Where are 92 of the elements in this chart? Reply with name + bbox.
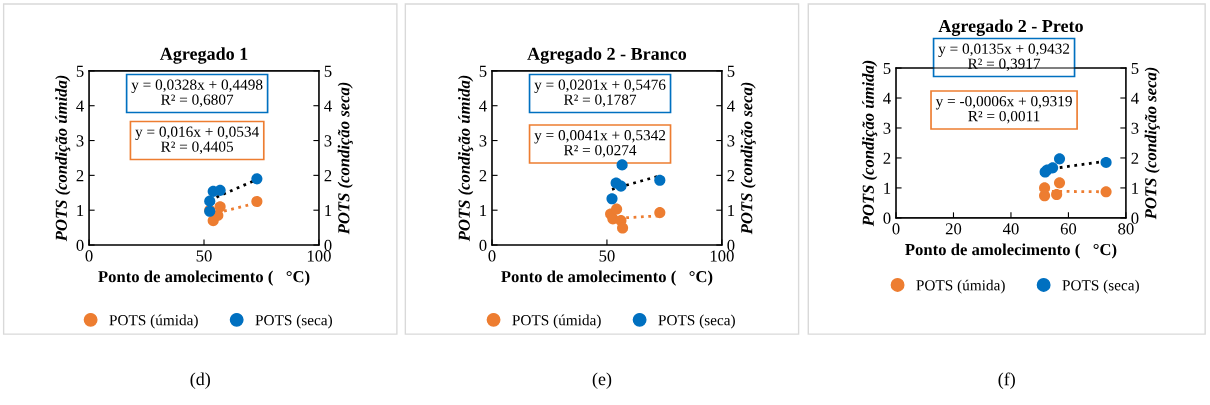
x-tick-label: 0 (488, 250, 496, 262)
x-tick-label: 100 (307, 250, 331, 262)
legend-label: POTS (seca) (255, 314, 332, 329)
y2-tick-label: 5 (727, 65, 735, 77)
x-tick-label: 20 (945, 223, 962, 235)
y-tick-label: 3 (76, 135, 84, 147)
point (1051, 188, 1063, 201)
y-tick-label: 3 (883, 122, 891, 134)
point (1039, 190, 1051, 202)
annotation: y = 0,016x + 0,0534 R² = 0,4405 (135, 126, 259, 155)
point (615, 180, 627, 192)
point (251, 195, 263, 208)
x-tick-label: 50 (196, 250, 212, 262)
chart-title: Agregado 1 (159, 47, 248, 64)
y2-tick-label: 3 (1131, 122, 1139, 134)
y2-axis-title: POTS (condição seca) (740, 82, 756, 235)
y-tick-label: 5 (76, 65, 84, 77)
y2-axis-title: POTS (condição seca) (337, 82, 353, 235)
y2-tick-label: 4 (1131, 92, 1139, 104)
chart-title: Agregado 2 - Branco (527, 47, 687, 64)
point (654, 207, 666, 219)
text: (d) (190, 372, 210, 389)
x-axis-title: Ponto de amolecimento ( °C) (501, 270, 713, 286)
y-tick-label: 0 (479, 239, 487, 251)
y-tick-label: 2 (76, 170, 84, 182)
annotation: y = 0,0328x + 0,4498 R² = 0,6807 (131, 79, 263, 107)
x-tick-label: 100 (710, 250, 734, 262)
y2-tick-label: 5 (324, 65, 332, 77)
y-tick-label: 3 (479, 135, 487, 147)
legend-label: POTS (úmida) (916, 279, 1005, 294)
point (1047, 162, 1059, 174)
point (214, 201, 226, 213)
point (606, 193, 618, 205)
x-tick-label: 0 (85, 250, 93, 262)
y2-tick-label: 0 (1131, 212, 1139, 224)
y-tick-label: 1 (77, 204, 84, 216)
y2-tick-label: 2 (727, 170, 735, 182)
y2-tick-label: 3 (324, 135, 332, 147)
point (1053, 177, 1066, 189)
y-tick-label: 4 (76, 100, 84, 112)
point (1100, 156, 1112, 168)
annotation: y = 0,0041x + 0,5342 R² = 0,0274 (534, 130, 666, 158)
y2-tick-label: 1 (325, 204, 332, 216)
point (611, 203, 623, 215)
y-tick-label: 4 (883, 92, 891, 104)
annotation: y = 0,0201x + 0,5476 R² = 0,1787 (534, 79, 666, 107)
annotation: y = 0,0135x + 0,9432 R² = 0,3917 (938, 43, 1070, 72)
point (1100, 186, 1112, 198)
x-axis-title: Ponto de amolecimento ( °C) (905, 243, 1117, 259)
point (251, 173, 263, 185)
y2-tick-label: 2 (1131, 152, 1139, 164)
text: (e) (592, 372, 612, 389)
point (1053, 153, 1066, 165)
x-tick-label: 60 (1060, 223, 1077, 235)
y-tick-label: 4 (479, 100, 487, 112)
y-tick-label: 5 (883, 62, 891, 74)
point (617, 222, 629, 234)
y2-tick-label: 0 (727, 239, 735, 251)
x-tick-label: 40 (1002, 223, 1019, 235)
annotation: y = -0,0006x + 0,9319 R² = 0,0011 (935, 96, 1072, 124)
y-tick-label: 1 (480, 204, 487, 216)
y2-axis-title: POTS (condição seca) (1144, 67, 1160, 220)
y-tick-label: 5 (479, 65, 487, 77)
x-axis-title: Ponto de amolecimento ( °C) (98, 270, 310, 286)
y-tick-label: 2 (883, 152, 891, 164)
x-tick-label: 0 (892, 223, 900, 235)
text: (f) (998, 372, 1015, 389)
y-tick-label: 2 (479, 170, 487, 182)
y2-tick-label: 3 (727, 135, 735, 147)
y2-tick-label: 0 (324, 239, 332, 251)
chart-title: Agregado 2 - Preto (938, 19, 1083, 36)
legend-label: POTS (seca) (658, 314, 735, 329)
x-tick-label: 80 (1118, 223, 1134, 235)
y-tick-label: 0 (76, 239, 84, 251)
y2-tick-label: 2 (324, 170, 332, 182)
y-axis-title: POTS (condição úmida) (862, 60, 878, 227)
point (616, 159, 628, 171)
point (654, 174, 666, 186)
legend-label: POTS (úmida) (512, 314, 601, 329)
y2-tick-label: 4 (324, 100, 332, 112)
legend-label: POTS (seca) (1062, 279, 1139, 294)
y2-tick-label: 5 (1131, 62, 1139, 74)
y-axis-title: POTS (condição úmida) (55, 75, 71, 242)
y2-tick-label: 4 (727, 100, 735, 112)
y-tick-label: 0 (883, 212, 891, 224)
legend-label: POTS (úmida) (109, 314, 198, 329)
point (204, 195, 216, 207)
y2-tick-label: 1 (728, 204, 735, 216)
y-axis-title: POTS (condição úmida) (458, 75, 474, 242)
y-tick-label: 1 (884, 182, 891, 194)
x-tick-label: 50 (599, 250, 615, 262)
y2-tick-label: 1 (1132, 182, 1139, 194)
